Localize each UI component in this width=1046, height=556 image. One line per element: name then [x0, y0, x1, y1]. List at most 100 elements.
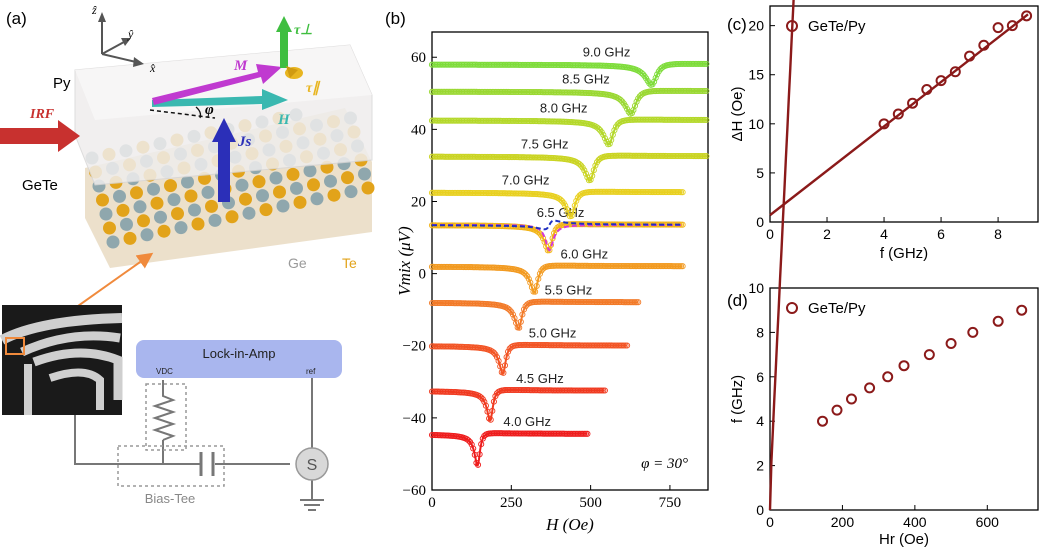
atom: [344, 185, 358, 199]
y-tick-label: 0: [756, 214, 764, 230]
series-label: 5.0 GHz: [529, 326, 577, 341]
fit-line: [432, 118, 708, 146]
data-point: [845, 393, 857, 405]
atom: [259, 203, 273, 217]
atom: [242, 206, 256, 220]
atom: [154, 210, 167, 224]
coordinate-axes: ẑ ŷ x̂: [91, 3, 156, 75]
x-tick-label: 2: [823, 226, 831, 242]
legend-label: GeTe/Py: [808, 18, 866, 35]
data-point: [465, 437, 472, 444]
data-point: [992, 22, 1004, 34]
data-point: [923, 349, 935, 361]
atom: [106, 235, 120, 249]
data-point: [619, 98, 626, 105]
atom: [96, 193, 109, 207]
vdc-label: VDC: [156, 367, 173, 376]
y-tick-label: 8: [756, 324, 764, 340]
data-point: [490, 349, 497, 356]
data-point: [658, 64, 666, 71]
fit-line: [432, 62, 708, 86]
atom: [133, 200, 147, 214]
series-label: 8.0 GHz: [540, 100, 588, 115]
data-point: [525, 275, 532, 282]
atom: [157, 224, 171, 238]
gete-label: GeTe: [22, 177, 58, 194]
fit-line: [432, 300, 639, 330]
atom: [164, 179, 177, 193]
atom: [341, 171, 354, 185]
x-tick-label: 750: [659, 495, 682, 511]
y-tick-label: 60: [411, 50, 426, 66]
atom: [361, 181, 375, 195]
series-label: 7.5 GHz: [521, 136, 569, 151]
atom: [208, 213, 222, 227]
data-point: [638, 91, 645, 98]
ge-label: Ge: [288, 255, 307, 271]
x-tick-label: 0: [428, 495, 436, 511]
data-point: [935, 75, 947, 87]
atom: [167, 193, 181, 207]
angle-annotation: φ = 30°: [641, 456, 688, 472]
series-label: 4.5 GHz: [516, 371, 564, 386]
x-axis-label: H (Oe): [545, 515, 594, 534]
data-point: [898, 360, 910, 372]
y-axis-label: Vmix (μV): [395, 226, 414, 296]
panel-label-c: (c): [727, 15, 747, 34]
circuit-diagram: [74, 378, 324, 511]
m-vector-label: M: [233, 58, 248, 74]
x-axis-label: Hr (Oe): [879, 531, 929, 548]
data-point: [864, 382, 876, 394]
atom: [307, 178, 320, 192]
linear-fit: [769, 13, 1029, 217]
x-tick-label: 4: [880, 226, 888, 242]
atom: [269, 171, 283, 185]
atom: [290, 181, 303, 195]
y-tick-label: 0: [419, 267, 427, 283]
data-point: [1006, 20, 1018, 32]
atom: [324, 174, 337, 188]
data-point: [557, 196, 564, 203]
data-point: [581, 167, 588, 174]
lockin-amplifier: Lock-in-Amp VDC ref: [136, 340, 342, 378]
data-point: [562, 202, 569, 209]
y-tick-label: 0: [756, 502, 764, 518]
data-point: [481, 432, 488, 439]
vmix-chart: 0 250 500 750 −60 −40 −20 0 20 40 60 4.0 GHz 4.5 GHz…: [395, 31, 710, 534]
y-tick-label: 20: [411, 194, 426, 210]
y-tick-label: −20: [403, 339, 426, 355]
axis-y-label: ŷ: [127, 27, 134, 41]
atom: [150, 196, 164, 210]
te-label: Te: [342, 255, 357, 271]
atom: [191, 217, 205, 231]
fit-line: [432, 154, 708, 182]
x-tick-label: 8: [994, 226, 1002, 242]
y-tick-label: 10: [748, 280, 764, 296]
x-tick-label: 200: [831, 514, 855, 530]
data-point: [638, 69, 645, 76]
atom: [130, 186, 143, 200]
x-axis-label: f (GHz): [880, 245, 928, 262]
plot-frame: [769, 287, 1039, 511]
y-tick-label: 2: [756, 458, 764, 474]
tau-par-label: τ∥: [306, 80, 321, 96]
series-label: 5.5 GHz: [545, 282, 593, 297]
series-label: 6.0 GHz: [560, 246, 608, 261]
angle-label: φ: [205, 102, 214, 118]
data-point: [478, 394, 485, 401]
linewidth-chart: 0 2 4 6 8 0 5 10 15 20 GeTe/Py f (GHz) ΔH (Oe): [729, 5, 1039, 262]
data-point: [967, 326, 979, 338]
irf-label: IRF: [29, 107, 55, 122]
data-point: [945, 338, 957, 349]
x-tick-label: 6: [937, 226, 945, 242]
data-point: [964, 50, 976, 62]
y-tick-label: 20: [748, 18, 764, 34]
atom: [171, 207, 184, 221]
data-point: [878, 118, 890, 130]
y-axis-label: f (GHz): [729, 375, 746, 423]
atom: [252, 175, 266, 189]
atom: [184, 189, 198, 203]
data-point: [921, 83, 933, 95]
series-label: 4.0 GHz: [503, 414, 551, 429]
